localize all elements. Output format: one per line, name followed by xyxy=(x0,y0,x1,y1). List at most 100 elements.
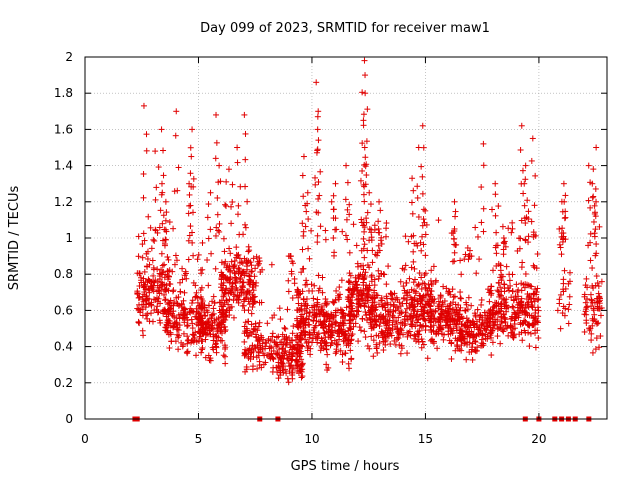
data-point xyxy=(534,296,541,303)
data-point xyxy=(522,220,529,227)
data-point xyxy=(589,180,596,187)
data-point xyxy=(223,275,230,282)
data-point xyxy=(302,336,309,343)
data-point xyxy=(163,282,170,289)
data-point xyxy=(258,299,265,306)
data-point xyxy=(271,338,278,345)
data-point xyxy=(449,286,456,293)
data-point xyxy=(482,317,489,324)
data-point xyxy=(525,299,532,306)
data-point xyxy=(169,268,176,275)
data-point xyxy=(592,209,599,216)
data-point xyxy=(594,303,601,310)
data-point xyxy=(469,318,476,325)
data-point xyxy=(218,276,225,283)
data-point xyxy=(249,303,256,310)
data-point xyxy=(190,175,197,182)
data-point xyxy=(300,296,307,303)
data-point xyxy=(165,317,172,324)
data-point xyxy=(501,281,508,288)
data-point xyxy=(531,202,538,209)
data-point xyxy=(314,334,321,341)
data-point xyxy=(521,215,528,222)
data-point xyxy=(167,331,174,338)
data-point xyxy=(216,162,223,169)
data-point xyxy=(273,350,280,357)
data-point xyxy=(243,258,250,265)
data-point xyxy=(306,331,313,338)
data-point xyxy=(151,307,158,314)
data-point xyxy=(244,260,251,267)
data-point xyxy=(419,280,426,287)
data-point xyxy=(345,286,352,293)
data-point xyxy=(587,239,594,246)
data-point xyxy=(227,289,234,296)
data-point xyxy=(448,326,455,333)
data-point xyxy=(501,314,508,321)
data-point xyxy=(415,213,422,220)
data-point xyxy=(435,217,442,224)
data-point xyxy=(401,287,408,294)
data-point xyxy=(288,369,295,376)
data-point xyxy=(377,207,384,214)
data-point xyxy=(525,282,532,289)
data-point xyxy=(528,218,535,225)
data-point xyxy=(337,347,344,354)
data-point xyxy=(437,325,444,332)
data-point xyxy=(349,300,356,307)
data-point xyxy=(229,283,236,290)
data-point xyxy=(364,106,371,113)
data-point xyxy=(500,326,507,333)
data-point xyxy=(297,306,304,313)
data-point xyxy=(404,350,411,357)
data-point xyxy=(477,327,484,334)
data-point xyxy=(215,315,222,322)
data-point xyxy=(366,345,373,352)
data-point xyxy=(368,333,375,340)
data-point xyxy=(420,216,427,223)
data-point xyxy=(333,287,340,294)
data-point xyxy=(276,305,283,312)
data-point xyxy=(375,218,382,225)
data-point xyxy=(420,144,427,151)
data-point xyxy=(397,350,404,357)
data-point xyxy=(473,270,480,277)
data-point xyxy=(181,315,188,322)
data-point xyxy=(150,236,157,243)
data-point xyxy=(509,288,516,295)
data-point xyxy=(174,331,181,338)
data-point xyxy=(518,217,525,224)
data-point xyxy=(241,350,248,357)
data-point xyxy=(154,303,161,310)
data-point xyxy=(189,126,196,133)
data-point xyxy=(362,308,369,315)
data-point xyxy=(361,273,368,280)
data-point xyxy=(180,330,187,337)
data-point xyxy=(396,310,403,317)
data-point xyxy=(584,295,591,302)
data-point xyxy=(561,312,568,319)
data-point xyxy=(589,194,596,201)
data-point xyxy=(401,322,408,329)
data-point xyxy=(136,294,143,301)
data-point xyxy=(249,291,256,298)
data-point xyxy=(466,319,473,326)
data-point xyxy=(187,223,194,230)
data-point xyxy=(432,307,439,314)
data-point xyxy=(134,288,141,295)
data-point xyxy=(245,347,252,354)
data-point xyxy=(173,294,180,301)
data-point xyxy=(521,317,528,324)
data-point xyxy=(293,356,300,363)
data-point xyxy=(207,331,214,338)
data-point xyxy=(172,252,179,259)
data-point xyxy=(466,339,473,346)
data-point xyxy=(264,352,271,359)
data-point xyxy=(171,188,178,195)
data-point xyxy=(160,147,167,154)
data-point xyxy=(472,312,479,319)
data-point xyxy=(418,323,425,330)
data-point xyxy=(386,313,393,320)
data-point xyxy=(587,230,594,237)
data-point xyxy=(303,340,310,347)
